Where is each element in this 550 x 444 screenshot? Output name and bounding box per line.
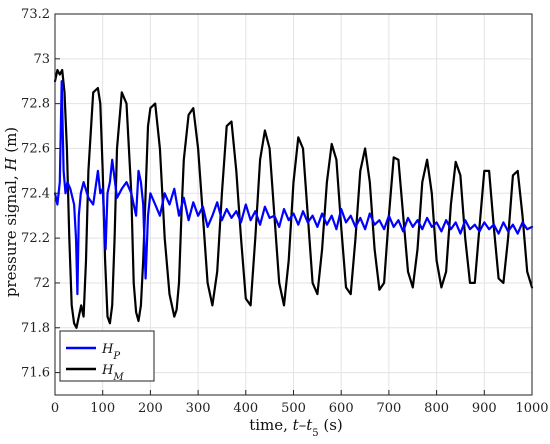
y-ticks: 71.6 71.8 72 72.2 72.4 72.6 72.8 73 73.2 <box>21 7 60 381</box>
y-tick-label: 73 <box>33 52 50 67</box>
x-tick-label: 700 <box>376 401 401 416</box>
y-tick-label: 72.2 <box>21 231 50 246</box>
y-tick-label: 71.8 <box>21 321 50 336</box>
x-tick-label: 500 <box>281 401 306 416</box>
y-tick-label: 73.2 <box>21 7 50 22</box>
x-tick-label: 100 <box>90 401 115 416</box>
y-tick-label: 71.6 <box>21 366 50 381</box>
x-tick-label: 800 <box>424 401 449 416</box>
x-tick-label: 300 <box>186 401 211 416</box>
series-line-hm <box>53 68 534 329</box>
series-group <box>53 68 534 329</box>
y-tick-label: 72 <box>33 276 50 291</box>
y-tick-label: 72.6 <box>21 141 50 156</box>
x-tick-label: 400 <box>233 401 258 416</box>
legend: HP HM <box>59 330 155 383</box>
x-ticks: 0 100 200 300 400 500 600 700 800 900 1000 <box>51 390 549 416</box>
y-tick-label: 72.8 <box>21 97 50 112</box>
x-axis-label: time, t–t5 (s) <box>249 416 343 439</box>
series-line-hp <box>53 80 534 296</box>
legend-box <box>59 330 155 382</box>
x-tick-label: 600 <box>329 401 354 416</box>
legend-label-hm: HM <box>101 363 124 383</box>
x-tick-label: 900 <box>472 401 497 416</box>
legend-label-hp: HP <box>101 342 120 362</box>
y-tick-label: 72.4 <box>21 186 50 201</box>
y-axis-label: pressure signal, H (m) <box>2 127 20 297</box>
x-tick-label: 200 <box>138 401 163 416</box>
x-tick-label: 1000 <box>515 401 548 416</box>
x-tick-label: 0 <box>51 401 59 416</box>
